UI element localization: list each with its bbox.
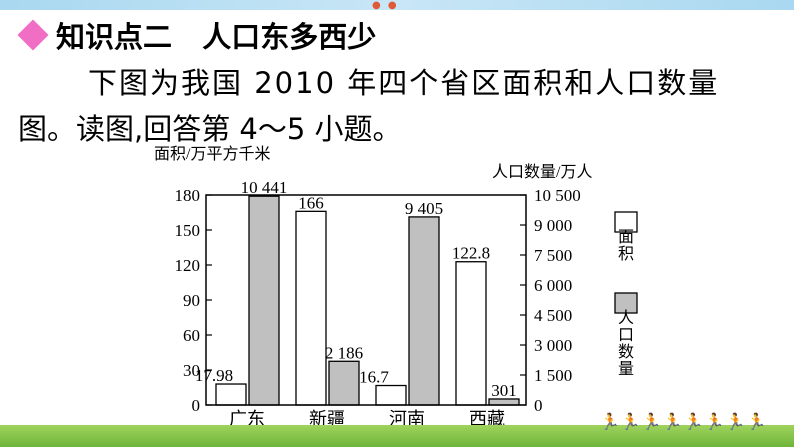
bar-label-area: 17.98: [195, 366, 233, 385]
bar-area: [375, 384, 407, 406]
bar-area: [455, 261, 487, 406]
right-tick-label: 6 000: [534, 276, 572, 295]
category-label: 广东: [229, 409, 265, 429]
area-population-chart: 面积/万平方千米 人口数量/万人 0 30 60 90 120 150 180 0 1 500…: [154, 145, 638, 429]
left-axis-title: 面积/万平方千米: [154, 145, 270, 163]
left-tick-label: 120: [175, 256, 201, 275]
right-tick-label: 10 500: [534, 186, 581, 205]
right-axis-title: 人口数量/万人: [492, 163, 592, 181]
bar-population: [408, 216, 440, 406]
right-tick-label: 0: [534, 396, 543, 415]
left-tick-label: 60: [183, 326, 200, 345]
heading-text: 知识点二 人口东多西少: [56, 20, 377, 54]
bar-area: [295, 210, 327, 406]
left-tick-label: 0: [192, 396, 201, 415]
bar-population: [328, 360, 360, 406]
section-heading: 知识点二 人口东多西少: [17, 14, 377, 56]
bar-label-population: 10 441: [241, 178, 288, 197]
question-text: 下图为我国 2010 年四个省区面积和人口数量 图。读图,回答第 4～5 小题。: [18, 60, 788, 152]
legend-label-area: 面积: [618, 229, 634, 263]
question-line-1: 下图为我国 2010 年四个省区面积和人口数量: [88, 66, 720, 100]
bar-label-area: 16.7: [359, 368, 389, 387]
left-tick-label: 30: [183, 361, 200, 380]
bar-label-population: 2 186: [325, 343, 363, 362]
bar-label-area: 166: [298, 193, 324, 212]
right-tick-label: 9 000: [534, 216, 572, 235]
right-tick-label: 3 000: [534, 336, 572, 355]
legend-label-population: 人口数量: [618, 309, 634, 378]
legend-swatch-area: [614, 211, 638, 233]
balloon-icon: ● ●: [372, 0, 399, 11]
bar-label-population: 301: [491, 381, 517, 400]
category-label: 新疆: [309, 409, 345, 429]
left-tick-label: 180: [175, 186, 201, 205]
diamond-bullet-icon: [17, 19, 49, 51]
legend: 面积 人口数量: [614, 211, 638, 378]
bar-population: [248, 195, 280, 406]
right-tick-label: 4 500: [534, 306, 572, 325]
bar-label-area: 122.8: [452, 244, 490, 263]
children-illustration-icon: 🏃🏃🏃🏃🏃🏃🏃🏃: [600, 412, 768, 431]
top-decoration-bar: [0, 0, 794, 10]
left-tick-label: 90: [183, 291, 200, 310]
footer-grass: [0, 425, 794, 447]
right-tick-label: 7 500: [534, 246, 572, 265]
left-tick-label: 150: [175, 221, 201, 240]
category-label: 西藏: [469, 409, 505, 429]
bar-label-population: 9 405: [405, 199, 443, 218]
right-tick-label: 1 500: [534, 366, 572, 385]
bar-area: [215, 383, 247, 406]
legend-swatch-population: [614, 292, 638, 314]
plot-frame: [205, 194, 527, 406]
question-line-2: 图。读图,回答第 4～5 小题。: [18, 112, 402, 146]
category-label: 河南: [389, 409, 425, 429]
